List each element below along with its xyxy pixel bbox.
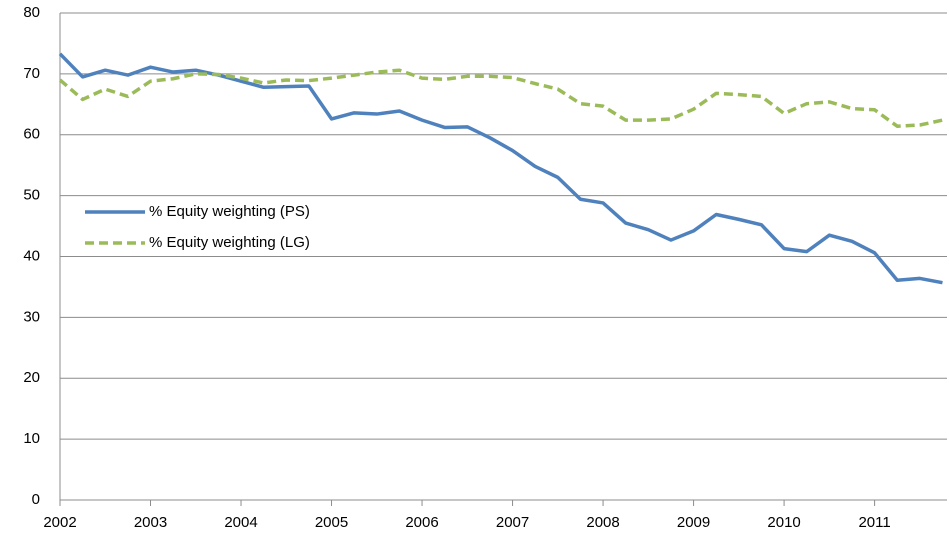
x-tick-label: 2006 [405, 514, 438, 531]
x-tick-label: 2011 [858, 514, 890, 531]
y-tick-label: 40 [23, 247, 40, 264]
line-series [58, 68, 943, 128]
x-tick-label: 2007 [496, 514, 529, 531]
y-tick-label: 10 [23, 430, 40, 447]
y-tick-label: 0 [32, 491, 40, 508]
x-tick-label: 2009 [677, 514, 710, 531]
y-tick-label: 60 [23, 126, 40, 143]
y-tick-label: 80 [23, 4, 40, 21]
x-tick-label: 2004 [224, 514, 257, 531]
y-tick-label: 30 [23, 308, 40, 325]
x-tick-label: 2010 [767, 514, 800, 531]
y-tick-label: 50 [23, 187, 40, 204]
legend-label: % Equity weighting (PS) [149, 203, 310, 220]
x-tick-label: 2005 [315, 514, 348, 531]
x-tick-label: 2003 [134, 514, 167, 531]
legend-label: % Equity weighting (LG) [149, 234, 310, 251]
y-tick-label: 70 [23, 65, 40, 82]
x-tick-label: 2008 [586, 514, 619, 531]
x-tick-label: 2002 [43, 514, 76, 531]
y-tick-label: 20 [23, 369, 40, 386]
